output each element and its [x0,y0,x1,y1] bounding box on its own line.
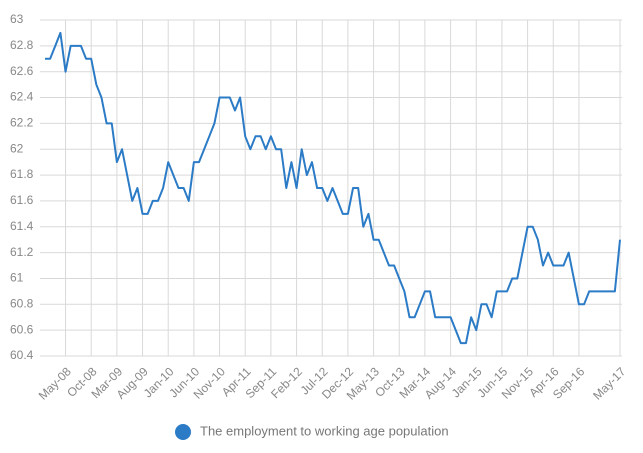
y-tick-label: 61.4 [10,219,34,233]
y-tick-label: 61.8 [10,167,34,181]
x-tick-label: May-08 [36,364,74,402]
y-tick-label: 62.4 [10,90,34,104]
x-tick-label: May-17 [590,364,628,402]
data-line [45,31,621,345]
y-tick-label: 61.2 [10,245,34,259]
y-tick-label: 63 [10,12,24,26]
y-tick-label: 60.4 [10,348,34,362]
legend-marker [175,424,191,440]
y-tick-label: 62.8 [10,38,34,52]
y-tick-label: 61.6 [10,193,34,207]
y-tick-label: 62.2 [10,116,34,130]
y-tick-label: 62.6 [10,64,34,78]
y-tick-label: 60.8 [10,296,34,310]
legend-label: The employment to working age population [200,423,449,438]
y-tick-label: 60.6 [10,322,34,336]
legend: The employment to working age population [175,423,449,440]
y-tick-label: 62 [10,141,24,155]
y-tick-label: 61 [10,271,24,285]
